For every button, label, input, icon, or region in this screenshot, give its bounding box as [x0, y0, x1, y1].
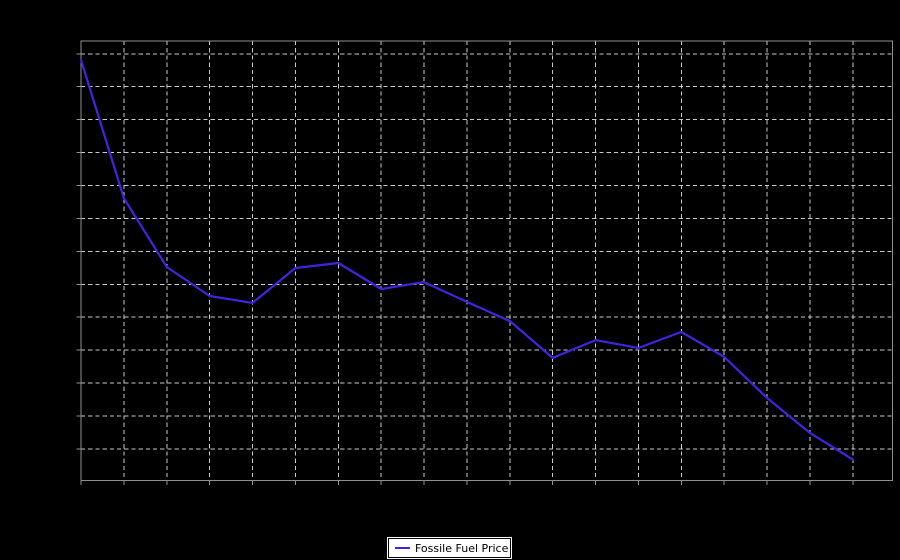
fossile-fuel-price-line — [79, 58, 854, 461]
legend-line-sample-icon — [395, 547, 410, 549]
legend-label: Fossile Fuel Price — [415, 541, 509, 555]
legend: Fossile Fuel Price — [388, 538, 511, 558]
